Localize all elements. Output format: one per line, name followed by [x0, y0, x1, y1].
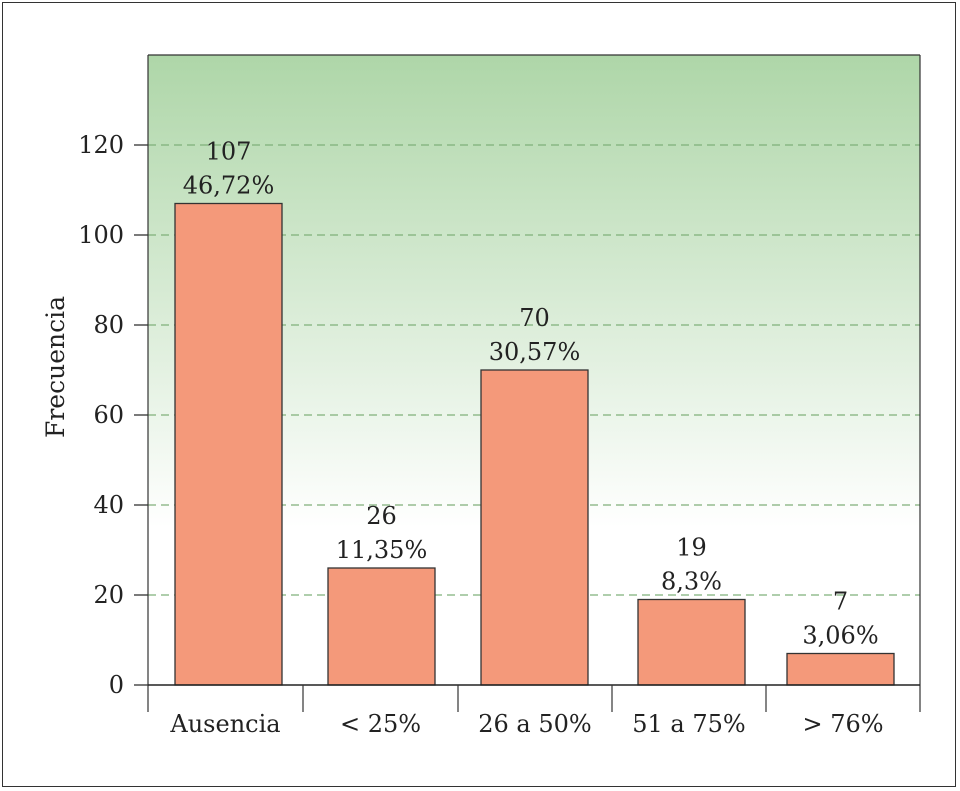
count-label-4: 7 — [833, 588, 848, 616]
y-tick-label-60: 60 — [93, 401, 124, 429]
gridlines — [148, 144, 920, 596]
y-tick-label-100: 100 — [78, 221, 124, 249]
count-label-2: 70 — [519, 304, 550, 332]
bar-4 — [786, 652, 895, 686]
x-tick-label-1: < 25% — [340, 710, 421, 738]
bar-1 — [327, 567, 436, 686]
percent-label-1: 11,35% — [336, 536, 428, 564]
percent-label-4: 3,06% — [802, 622, 878, 650]
x-tick-label-3: 51 a 75% — [632, 710, 745, 738]
x-tick-label-0: Ausencia — [169, 710, 280, 738]
y-tick-label-80: 80 — [93, 311, 124, 339]
bar-2 — [480, 369, 589, 686]
percent-label-0: 46,72% — [183, 172, 275, 200]
bars — [174, 202, 895, 686]
count-label-1: 26 — [366, 502, 397, 530]
percent-label-3: 8,3% — [661, 568, 722, 596]
y-tick-label-120: 120 — [78, 131, 124, 159]
count-label-0: 107 — [206, 138, 252, 166]
y-axis-title: Frecuencia — [41, 296, 70, 438]
count-label-3: 19 — [676, 534, 707, 562]
axes — [134, 54, 921, 712]
x-tick-label-4: > 76% — [802, 710, 883, 738]
y-tick-label-40: 40 — [93, 491, 124, 519]
labels: 0 20 40 60 80 100 120 107 46,72% Ausencia 26 11,35%… — [78, 131, 883, 738]
bar-0 — [174, 202, 283, 686]
y-tick-label-0: 0 — [109, 671, 124, 699]
y-tick-label-20: 20 — [93, 581, 124, 609]
percent-label-2: 30,57% — [489, 338, 581, 366]
x-tick-label-2: 26 a 50% — [478, 710, 591, 738]
bar-3 — [637, 598, 746, 686]
